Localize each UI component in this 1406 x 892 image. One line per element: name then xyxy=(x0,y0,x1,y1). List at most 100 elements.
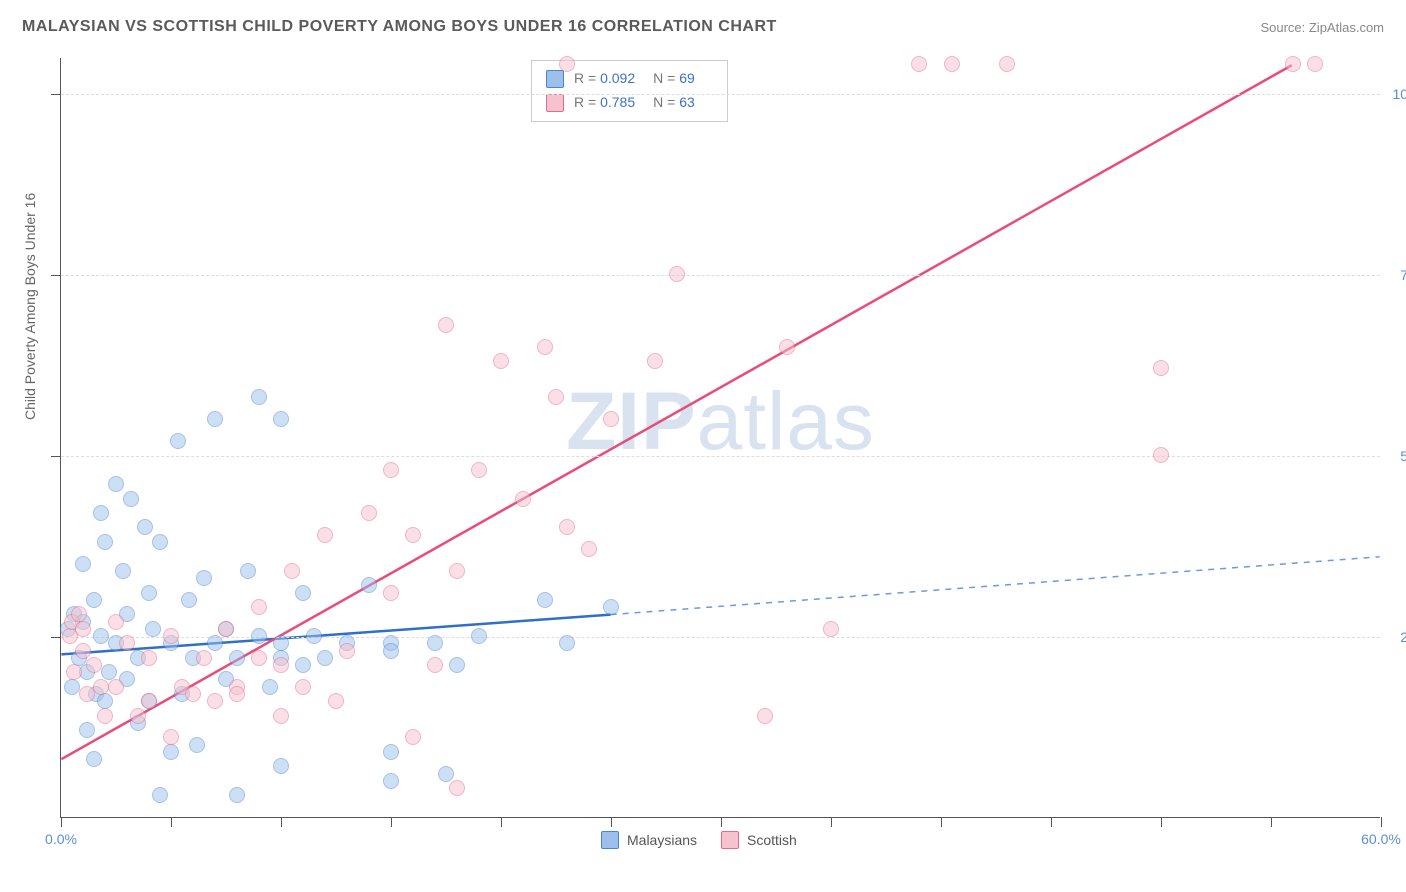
data-point xyxy=(999,56,1015,72)
data-point xyxy=(537,339,553,355)
data-point xyxy=(471,462,487,478)
data-point xyxy=(361,577,377,593)
data-point xyxy=(449,780,465,796)
data-point xyxy=(185,686,201,702)
data-point xyxy=(515,491,531,507)
data-point xyxy=(251,650,267,666)
series-swatch-icon xyxy=(721,831,739,849)
legend-item: Malaysians xyxy=(601,831,697,849)
y-tick-label: 25.0% xyxy=(1400,629,1406,645)
data-point xyxy=(273,635,289,651)
data-point xyxy=(383,744,399,760)
data-point xyxy=(383,585,399,601)
data-point xyxy=(647,353,663,369)
data-point xyxy=(145,621,161,637)
data-point xyxy=(196,570,212,586)
data-point xyxy=(449,657,465,673)
data-point xyxy=(251,389,267,405)
data-point xyxy=(196,650,212,666)
data-point xyxy=(339,643,355,659)
legend-item: Scottish xyxy=(721,831,797,849)
series-swatch-icon xyxy=(601,831,619,849)
data-point xyxy=(537,592,553,608)
data-point xyxy=(757,708,773,724)
data-point xyxy=(603,599,619,615)
series-swatch-icon xyxy=(546,94,564,112)
data-point xyxy=(295,657,311,673)
y-tick-label: 100.0% xyxy=(1393,86,1406,102)
data-point xyxy=(944,56,960,72)
data-point xyxy=(405,729,421,745)
data-point xyxy=(86,657,102,673)
data-point xyxy=(779,339,795,355)
data-point xyxy=(75,643,91,659)
data-point xyxy=(66,664,82,680)
data-point xyxy=(229,787,245,803)
data-point xyxy=(181,592,197,608)
data-point xyxy=(273,411,289,427)
data-point xyxy=(163,744,179,760)
data-point xyxy=(75,621,91,637)
data-point xyxy=(137,519,153,535)
legend-label: Malaysians xyxy=(627,832,697,848)
data-point xyxy=(79,722,95,738)
x-tick-label: 0.0% xyxy=(45,831,77,847)
data-point xyxy=(93,628,109,644)
data-point xyxy=(163,628,179,644)
data-point xyxy=(427,657,443,673)
data-point xyxy=(471,628,487,644)
y-tick-label: 75.0% xyxy=(1400,267,1406,283)
data-point xyxy=(97,534,113,550)
data-point xyxy=(911,56,927,72)
data-point xyxy=(229,686,245,702)
data-point xyxy=(207,635,223,651)
data-point xyxy=(119,635,135,651)
data-point xyxy=(1153,360,1169,376)
data-point xyxy=(75,556,91,572)
data-point xyxy=(493,353,509,369)
data-point xyxy=(108,679,124,695)
data-point xyxy=(93,505,109,521)
data-point xyxy=(86,592,102,608)
data-point xyxy=(581,541,597,557)
series-swatch-icon xyxy=(546,70,564,88)
data-point xyxy=(317,650,333,666)
data-point xyxy=(438,766,454,782)
data-point xyxy=(317,527,333,543)
data-point xyxy=(218,621,234,637)
data-point xyxy=(262,679,278,695)
data-point xyxy=(189,737,205,753)
data-point xyxy=(251,628,267,644)
data-point xyxy=(438,317,454,333)
data-point xyxy=(240,563,256,579)
x-tick-label: 60.0% xyxy=(1361,831,1401,847)
data-point xyxy=(86,751,102,767)
data-point xyxy=(383,773,399,789)
chart-plot-area: ZIPatlas R = 0.092N = 69 R = 0.785N = 63… xyxy=(60,58,1380,818)
legend-series: Malaysians Scottish xyxy=(601,831,797,849)
y-axis-label: Child Poverty Among Boys Under 16 xyxy=(22,193,38,420)
regression-lines xyxy=(61,58,1380,817)
data-point xyxy=(115,563,131,579)
data-point xyxy=(141,585,157,601)
data-point xyxy=(383,643,399,659)
data-point xyxy=(295,679,311,695)
gridline xyxy=(61,456,1380,457)
data-point xyxy=(273,657,289,673)
data-point xyxy=(1285,56,1301,72)
data-point xyxy=(306,628,322,644)
data-point xyxy=(284,563,300,579)
data-point xyxy=(559,635,575,651)
data-point xyxy=(170,433,186,449)
data-point xyxy=(328,693,344,709)
data-point xyxy=(273,708,289,724)
data-point xyxy=(1153,447,1169,463)
data-point xyxy=(108,614,124,630)
data-point xyxy=(141,693,157,709)
data-point xyxy=(449,563,465,579)
data-point xyxy=(123,491,139,507)
data-point xyxy=(548,389,564,405)
data-point xyxy=(405,527,421,543)
data-point xyxy=(361,505,377,521)
data-point xyxy=(207,693,223,709)
